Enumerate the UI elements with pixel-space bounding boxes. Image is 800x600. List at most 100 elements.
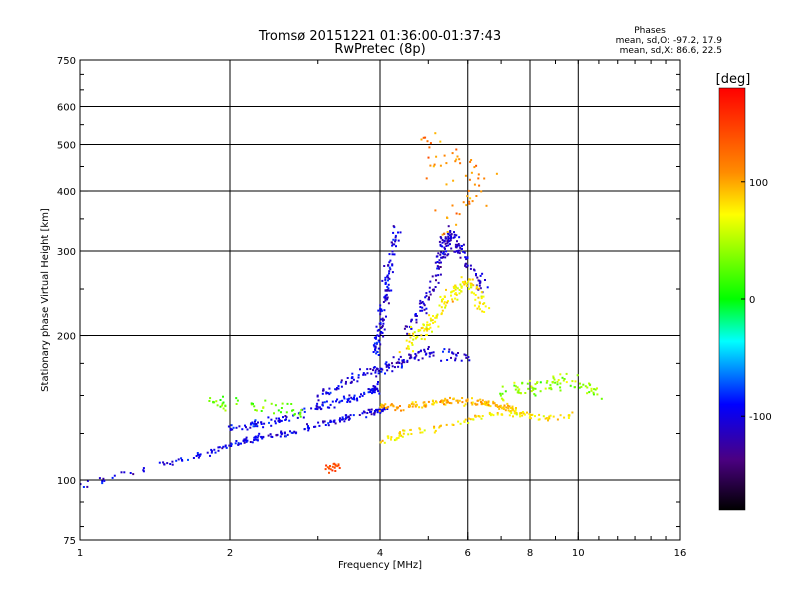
echo-point: [400, 366, 403, 369]
echo-point: [280, 411, 282, 414]
echo-point: [235, 426, 238, 429]
echo-point: [467, 280, 470, 283]
echo-point: [465, 266, 468, 269]
echo-point: [385, 361, 388, 364]
echo-point: [384, 362, 387, 365]
echo-point: [254, 435, 257, 438]
grid-lines: [80, 60, 680, 540]
echo-point: [399, 434, 402, 437]
echo-point: [592, 393, 595, 396]
echo-point: [326, 392, 329, 394]
echo-point: [222, 401, 225, 404]
echo-point: [398, 432, 401, 435]
echo-point: [588, 382, 590, 385]
echo-point: [443, 302, 446, 305]
echo-point: [457, 420, 460, 423]
echo-point: [534, 415, 536, 418]
echo-point: [502, 406, 505, 409]
echo-point: [378, 341, 381, 344]
echo-point: [406, 332, 409, 335]
echo-point: [379, 313, 382, 316]
echo-point: [386, 274, 389, 277]
echo-point: [436, 261, 439, 263]
echo-point: [523, 413, 526, 416]
echo-point: [372, 369, 374, 372]
echo-point: [428, 286, 431, 289]
echo-point: [323, 420, 326, 423]
echo-point: [506, 402, 509, 405]
echo-point: [465, 258, 468, 261]
echo-point: [512, 415, 514, 418]
echo-point: [317, 399, 320, 402]
echo-point: [469, 264, 472, 267]
echo-point: [290, 431, 293, 434]
echo-point: [391, 244, 394, 247]
echo-point: [432, 351, 435, 354]
echo-point: [321, 404, 324, 407]
echo-point: [461, 397, 464, 399]
echo-point: [453, 231, 455, 234]
echo-point: [169, 463, 172, 465]
echo-point: [379, 367, 382, 370]
echo-point: [321, 392, 324, 395]
echo-point: [142, 469, 145, 472]
echo-point: [479, 398, 482, 401]
x-tick-label: 4: [377, 548, 383, 559]
echo-point: [411, 343, 414, 346]
echo-point: [275, 417, 278, 420]
echo-point: [325, 400, 328, 403]
echo-point: [578, 386, 581, 389]
echo-point: [428, 290, 431, 293]
echo-point: [339, 420, 341, 423]
echo-point: [548, 417, 551, 420]
echo-point: [255, 438, 257, 441]
y-tick-label: 200: [57, 332, 76, 343]
echo-point: [481, 415, 484, 417]
echo-point: [195, 455, 198, 457]
echo-point: [209, 397, 212, 400]
echo-point: [379, 321, 382, 324]
echo-point: [387, 435, 390, 438]
echo-point: [384, 403, 387, 406]
echo-point: [460, 245, 463, 247]
echo-point: [473, 166, 476, 169]
echo-point: [296, 416, 299, 419]
echo-point: [505, 406, 508, 409]
echo-point: [549, 414, 552, 417]
echo-point: [381, 324, 384, 327]
echo-point: [303, 428, 306, 431]
echo-point: [377, 354, 380, 356]
echo-point: [379, 406, 382, 409]
echo-point: [393, 439, 396, 442]
echo-point: [425, 326, 428, 329]
echo-point: [274, 422, 277, 425]
echo-point: [386, 275, 389, 278]
echo-point: [479, 280, 482, 283]
echo-point: [283, 431, 286, 434]
echo-point: [397, 239, 400, 242]
echo-point: [270, 402, 273, 405]
echo-point: [492, 400, 495, 403]
echo-point: [269, 433, 272, 436]
echo-point: [391, 263, 394, 266]
echo-point: [284, 419, 287, 421]
echo-point: [483, 311, 486, 313]
echo-point: [280, 431, 282, 434]
echo-point: [408, 404, 411, 407]
echo-point: [376, 368, 379, 370]
echo-point: [451, 298, 454, 301]
echo-point: [340, 381, 343, 384]
echo-point: [518, 388, 521, 391]
echo-point: [111, 476, 114, 479]
echo-point: [187, 458, 189, 461]
echo-point: [328, 393, 331, 396]
echo-point: [508, 405, 511, 408]
echo-point: [356, 399, 359, 402]
echo-point: [501, 392, 504, 395]
echo-point: [447, 244, 450, 247]
echo-point: [219, 399, 222, 401]
echo-point: [363, 393, 366, 395]
stats-title: Phases: [634, 26, 666, 36]
echo-point: [281, 432, 284, 435]
